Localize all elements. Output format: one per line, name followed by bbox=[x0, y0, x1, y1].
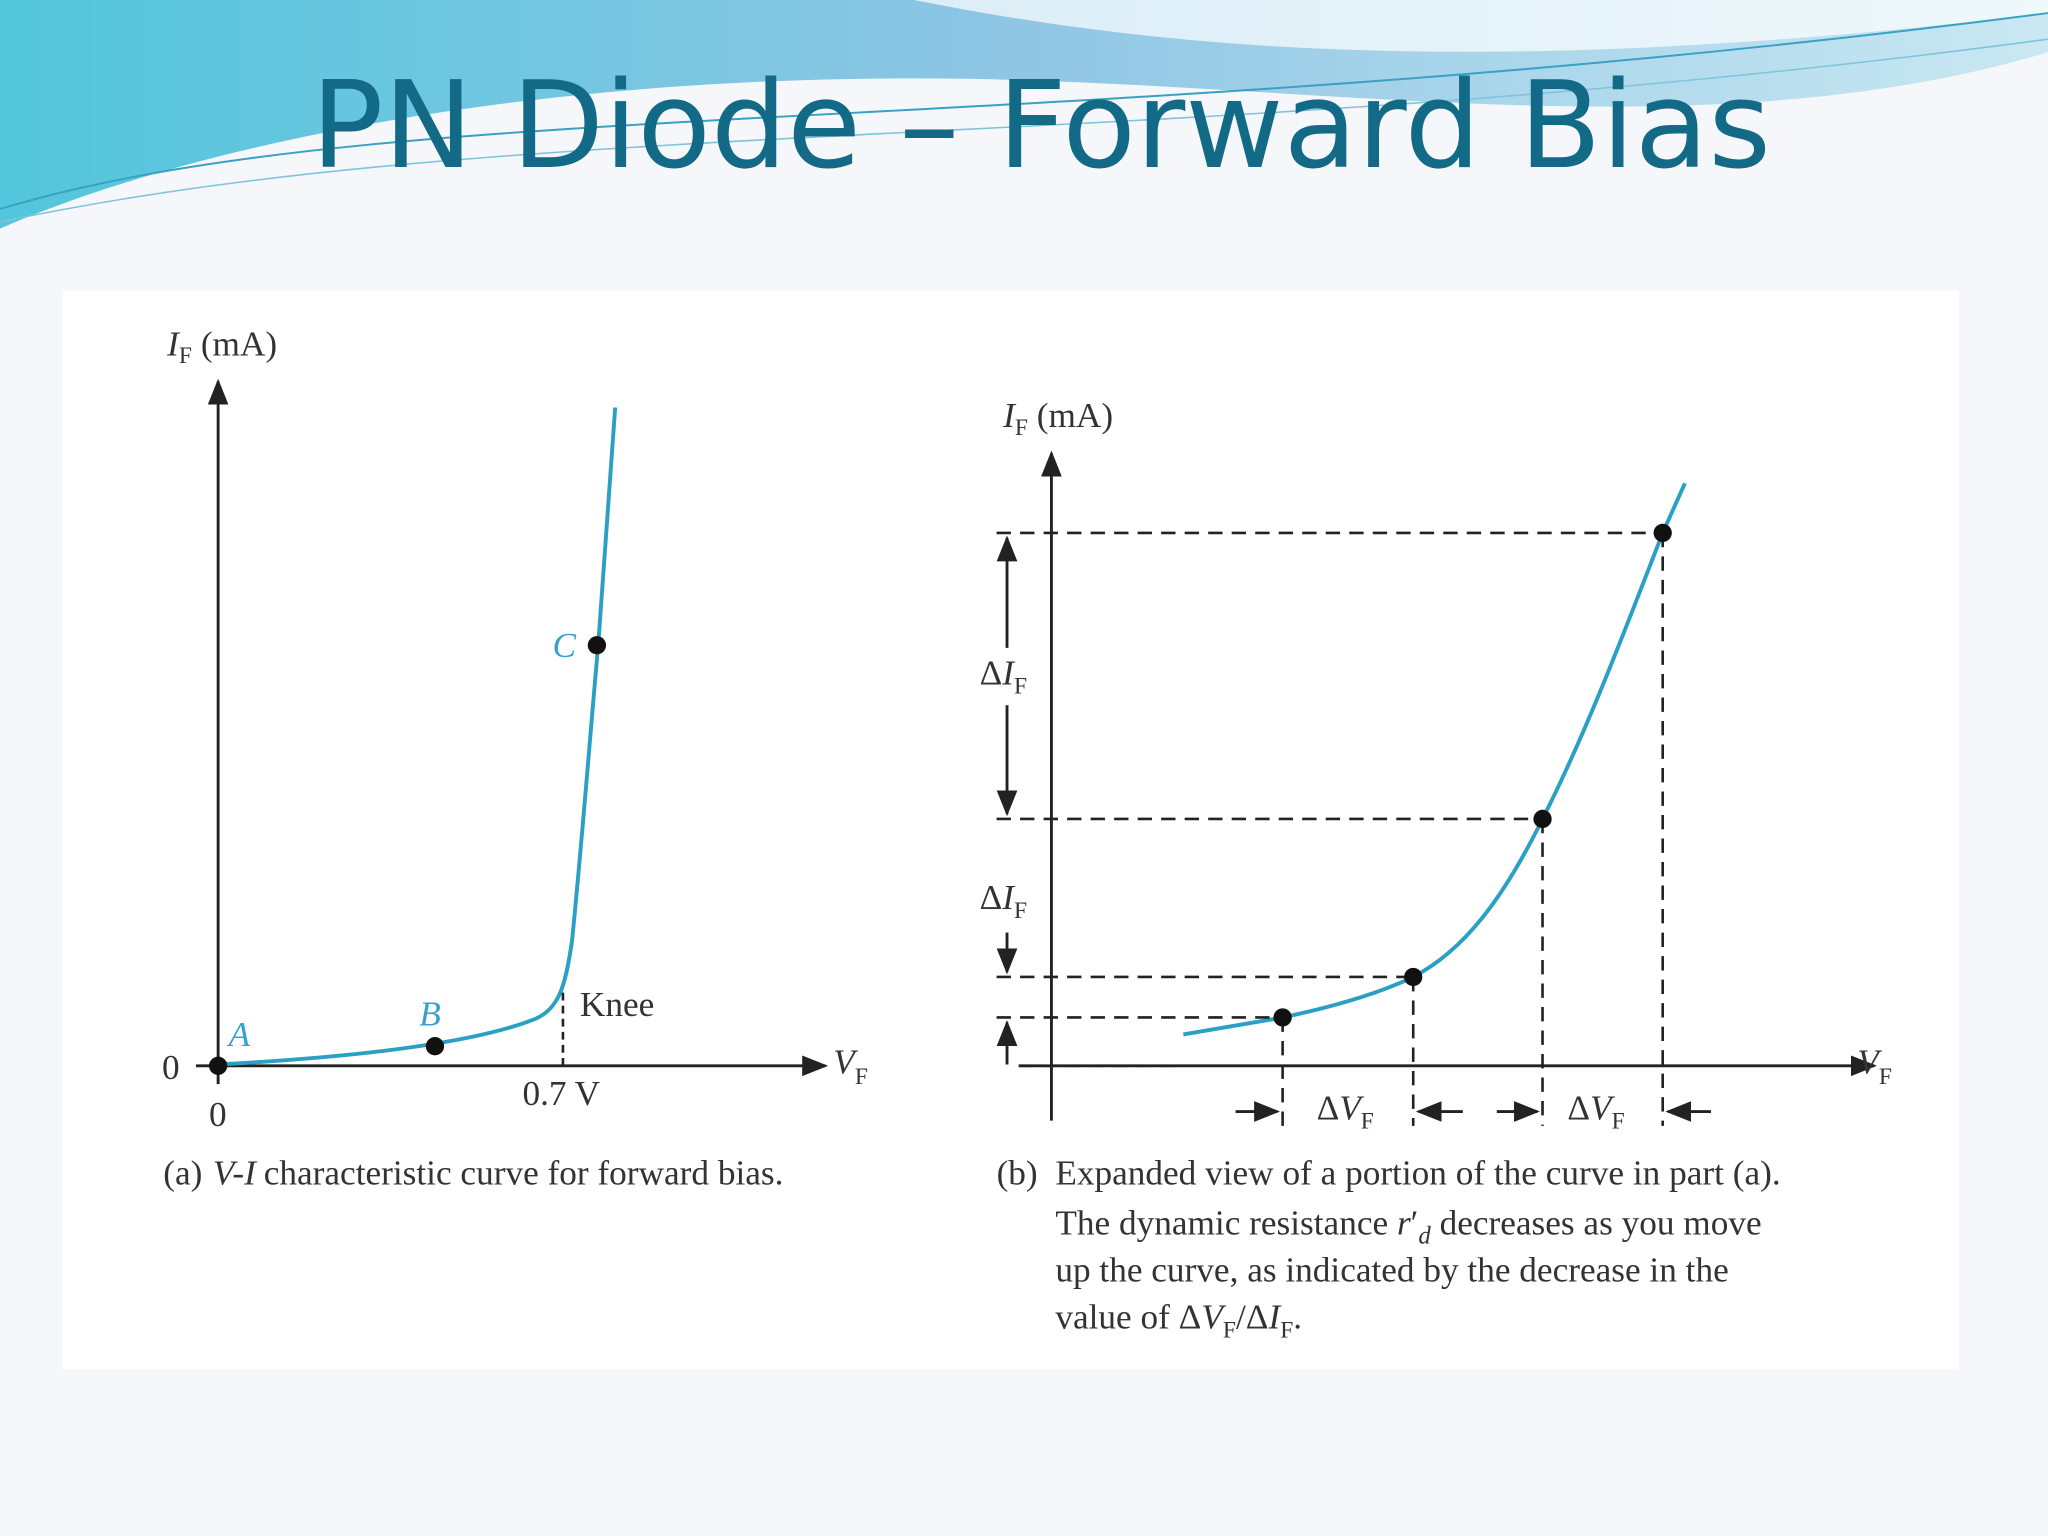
figure: IF (mA) VF 0 0 A B C Knee 0.7 V (a) V-I ch… bbox=[62, 289, 1960, 1369]
prime: ′ bbox=[1411, 1203, 1419, 1242]
subscript: F bbox=[855, 1064, 868, 1090]
subscript: F bbox=[1879, 1064, 1892, 1090]
subscript: F bbox=[1014, 898, 1027, 924]
caption-line: The dynamic resistance r′d decreases as … bbox=[1055, 1203, 1761, 1249]
x-origin-label: 0 bbox=[209, 1095, 227, 1134]
unit: (mA) bbox=[1028, 396, 1113, 435]
caption-text: value of bbox=[1055, 1297, 1178, 1336]
knee-voltage-label: 0.7 V bbox=[522, 1074, 600, 1113]
point bbox=[1653, 523, 1672, 543]
subscript: F bbox=[1223, 1317, 1236, 1343]
delta: Δ bbox=[1246, 1297, 1269, 1336]
symbol: V bbox=[1857, 1043, 1882, 1082]
symbol: r bbox=[1397, 1203, 1411, 1242]
symbol: V bbox=[1590, 1088, 1615, 1127]
caption-line: up the curve, as indicated by the decrea… bbox=[1055, 1250, 1728, 1289]
subscript: F bbox=[179, 343, 192, 369]
y-axis-label: IF (mA) bbox=[1002, 396, 1113, 441]
caption-marker: (b) bbox=[997, 1154, 1038, 1193]
caption-text: decreases as you move bbox=[1431, 1203, 1762, 1242]
point bbox=[1273, 1008, 1292, 1027]
swoosh-line bbox=[0, 12, 2048, 210]
period: . bbox=[1293, 1297, 1302, 1336]
point-label: A bbox=[227, 1015, 251, 1054]
symbol: I bbox=[1002, 396, 1017, 435]
subscript: F bbox=[1361, 1108, 1374, 1134]
expanded-curve bbox=[1183, 482, 1687, 1037]
symbol: I bbox=[1001, 878, 1016, 917]
y-axis-label: IF (mA) bbox=[166, 324, 277, 369]
subscript: d bbox=[1418, 1222, 1431, 1249]
delta: Δ bbox=[1567, 1088, 1590, 1127]
point bbox=[1404, 967, 1423, 987]
figure-panel bbox=[62, 289, 1960, 1369]
caption-text: The dynamic resistance bbox=[1055, 1203, 1397, 1242]
symbol: V bbox=[833, 1043, 858, 1082]
caption-symbol: V-I bbox=[213, 1154, 258, 1193]
unit: (mA) bbox=[192, 324, 277, 363]
delta: Δ bbox=[980, 653, 1003, 692]
delta: Δ bbox=[1317, 1088, 1340, 1127]
delta: Δ bbox=[1179, 1297, 1202, 1336]
caption-line: Expanded view of a portion of the curve … bbox=[1055, 1154, 1780, 1193]
guide-lines bbox=[996, 531, 1664, 1126]
symbol: V bbox=[1339, 1088, 1364, 1127]
slash: / bbox=[1236, 1297, 1246, 1336]
y-origin-label: 0 bbox=[162, 1048, 180, 1087]
subscript: F bbox=[1612, 1108, 1625, 1134]
caption-marker: (a) bbox=[163, 1154, 202, 1193]
caption-a: (a) V-I characteristic curve for forward b… bbox=[163, 1154, 783, 1193]
symbol: I bbox=[166, 324, 181, 363]
caption-text: characteristic curve for forward bias. bbox=[264, 1154, 784, 1193]
point-c bbox=[587, 636, 607, 655]
delta-v-label: ΔVF bbox=[1567, 1088, 1624, 1134]
header-highlight bbox=[914, 0, 2048, 52]
delta-i-label: ΔIF bbox=[980, 653, 1027, 699]
point-a bbox=[208, 1056, 228, 1075]
point-label: B bbox=[419, 994, 441, 1033]
delta-i-label: ΔIF bbox=[980, 878, 1027, 924]
symbol: I bbox=[1001, 653, 1016, 692]
symbol: V bbox=[1201, 1297, 1226, 1336]
symbol: I bbox=[1267, 1297, 1282, 1336]
x-axis-label: VF bbox=[1857, 1043, 1892, 1090]
subscript: F bbox=[1015, 415, 1028, 441]
delta: Δ bbox=[980, 878, 1003, 917]
dimension-arrows bbox=[996, 535, 1712, 1122]
point bbox=[1533, 809, 1552, 829]
header-swoosh bbox=[0, 0, 2048, 229]
swoosh-line bbox=[0, 38, 2048, 223]
subscript: F bbox=[1280, 1317, 1293, 1343]
delta-v-label: ΔVF bbox=[1317, 1088, 1374, 1134]
point-b bbox=[425, 1037, 445, 1056]
knee-label: Knee bbox=[580, 985, 654, 1024]
slide-title: PN Diode – Forward Bias bbox=[311, 56, 1771, 196]
subscript: F bbox=[1014, 674, 1027, 700]
x-axis-label: VF bbox=[833, 1043, 868, 1090]
point-label: C bbox=[552, 626, 576, 665]
vi-curve bbox=[218, 407, 618, 1067]
caption-line: value of ΔVF/ΔIF. bbox=[1055, 1297, 1302, 1343]
